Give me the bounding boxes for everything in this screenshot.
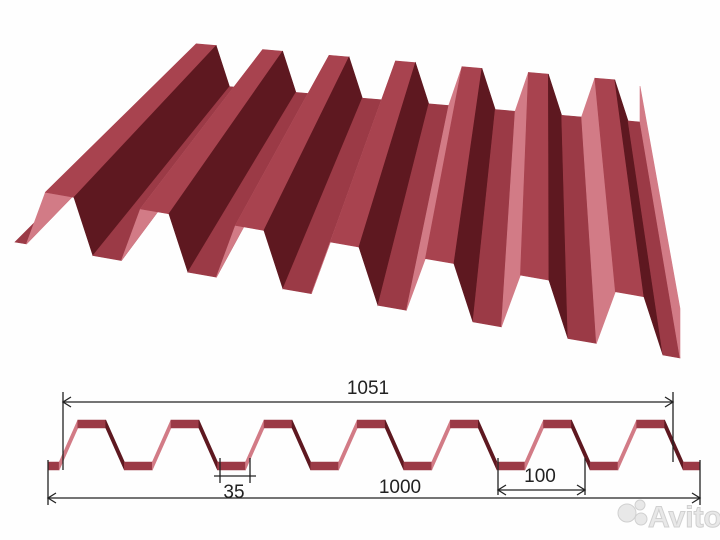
- profile-face: [682, 461, 701, 471]
- profile-face: [310, 461, 339, 471]
- watermark-text: Avito: [648, 501, 720, 534]
- profile-face: [338, 419, 358, 471]
- rib-top-label: 35: [223, 482, 244, 503]
- profile-face: [384, 419, 405, 471]
- profile-face: [664, 419, 684, 471]
- profile-face: [356, 419, 386, 429]
- rib-pitch-label: 100: [524, 466, 556, 487]
- profile-face: [152, 419, 172, 471]
- profile-face: [105, 419, 125, 471]
- corrugated-sheet-3d: [14, 43, 681, 359]
- profile-face: [589, 461, 619, 471]
- avito-logo: Avito: [617, 499, 720, 535]
- profile-face: [543, 419, 572, 429]
- overall-width-label: 1051: [347, 378, 389, 399]
- effective-width-label: 1000: [379, 477, 421, 498]
- profile-face: [571, 419, 591, 471]
- sheet-face: [639, 85, 681, 359]
- profile-face: [245, 419, 265, 471]
- profile-face: [496, 461, 526, 471]
- profile-face: [77, 419, 107, 429]
- profile-face: [431, 419, 451, 471]
- profile-face: [217, 461, 246, 471]
- profile-face: [47, 461, 60, 471]
- profile-face: [478, 419, 498, 471]
- profile-face: [58, 419, 79, 471]
- profile-face: [291, 419, 311, 471]
- profile-face: [403, 461, 433, 471]
- sheet-profile: [47, 419, 701, 471]
- profile-face: [263, 419, 293, 429]
- profile-face: [170, 419, 200, 429]
- profile-face: [636, 419, 665, 429]
- dimension-lines: [46, 392, 702, 505]
- profile-face: [524, 419, 544, 471]
- profile-face: [617, 419, 637, 471]
- profile-face: [450, 419, 479, 429]
- profile-face: [198, 419, 218, 471]
- profile-face: [124, 461, 153, 471]
